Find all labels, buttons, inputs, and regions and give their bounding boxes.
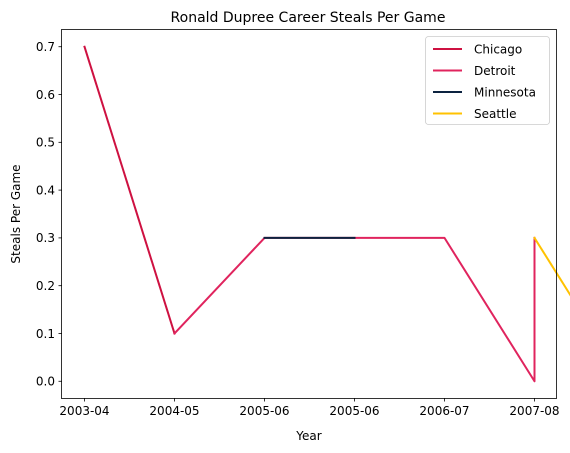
series-line-seattle [535, 238, 570, 381]
y-tick-label: 0.4 [36, 183, 55, 197]
y-tick-label: 0.3 [36, 231, 55, 245]
x-tick-label: 2004-05 [149, 404, 199, 418]
x-axis-title: Year [295, 429, 321, 443]
y-tick-label: 0.1 [36, 327, 55, 341]
x-tick-label: 2006-07 [419, 404, 469, 418]
legend-label-detroit: Detroit [474, 64, 516, 78]
x-tick-label: 2005-06 [239, 404, 289, 418]
legend-label-seattle: Seattle [474, 107, 516, 121]
y-tick-label: 0.7 [36, 40, 55, 54]
series-line-detroit [175, 238, 535, 381]
legend-label-minnesota: Minnesota [474, 85, 536, 99]
legend: Chicago Detroit Minnesota Seattle [426, 37, 550, 125]
y-tick-label: 0.2 [36, 279, 55, 293]
y-tick-label: 0.5 [36, 136, 55, 150]
x-tick-label: 2007-08 [509, 404, 559, 418]
series-line-chicago [85, 47, 175, 334]
x-tick-label: 2003-04 [59, 404, 109, 418]
legend-label-chicago: Chicago [474, 42, 522, 56]
y-tick-label: 0.6 [36, 88, 55, 102]
x-axis: 2003-04 2004-05 2005-06 2005-06 2006-07 2007-… [59, 398, 570, 418]
chart-title: Ronald Dupree Career Steals Per Game [171, 10, 446, 26]
x-tick-label: 2005-06 [329, 404, 379, 418]
y-axis: 0.0 0.1 0.2 0.3 0.4 0.5 0.6 0.7 [36, 40, 62, 389]
y-tick-label: 0.0 [36, 375, 55, 389]
y-axis-title: Steals Per Game [9, 164, 23, 263]
